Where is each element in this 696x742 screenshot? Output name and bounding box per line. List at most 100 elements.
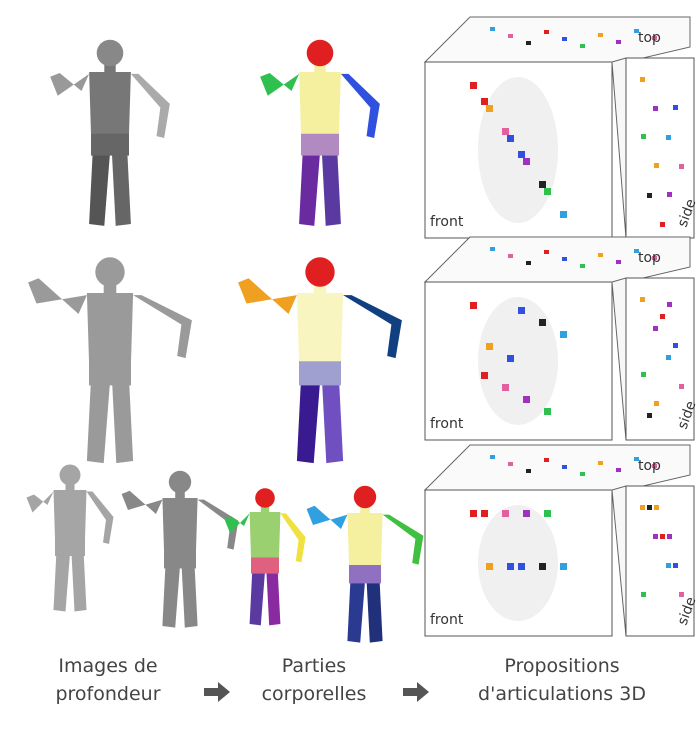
head [305, 257, 334, 286]
leg [54, 550, 71, 612]
joint [544, 408, 551, 415]
arm [50, 73, 89, 96]
joint [667, 192, 672, 197]
person [122, 471, 239, 628]
arrow [204, 682, 230, 702]
caption: Propositions [504, 655, 619, 677]
joint [667, 302, 672, 307]
joint [647, 505, 652, 510]
joint [560, 563, 567, 570]
joint [598, 461, 603, 465]
person [260, 40, 380, 226]
joint [486, 105, 493, 112]
joint [580, 44, 585, 48]
ghost-body [478, 297, 558, 425]
joint [562, 465, 567, 469]
joint [526, 469, 531, 473]
torso [89, 72, 131, 134]
leg [250, 568, 265, 625]
joint [616, 260, 621, 264]
joint [560, 331, 567, 338]
joint [470, 510, 477, 517]
joint [507, 135, 514, 142]
joint [523, 158, 530, 165]
joint [616, 40, 621, 44]
joint [544, 510, 551, 517]
joint [470, 82, 477, 89]
joint [654, 505, 659, 510]
leg [266, 568, 280, 625]
leg [182, 562, 198, 628]
head [169, 471, 191, 493]
leg [297, 377, 320, 463]
joint [673, 343, 678, 348]
joint [490, 27, 495, 31]
joint [660, 222, 665, 227]
leg [322, 148, 341, 226]
joint [560, 211, 567, 218]
top-label: top [638, 458, 661, 474]
leg [367, 577, 383, 643]
joint [679, 164, 684, 169]
joint [647, 193, 652, 198]
caption: Images de [58, 655, 157, 677]
leg [87, 377, 110, 463]
person [50, 40, 170, 226]
figure: Images de profondeur Parties corporelles… [0, 0, 696, 738]
person [238, 257, 402, 463]
arrow [403, 682, 429, 702]
joint [580, 264, 585, 268]
joint [666, 563, 671, 568]
joint [640, 297, 645, 302]
arm [28, 278, 87, 314]
joint [673, 563, 678, 568]
arm [260, 73, 299, 96]
joint [616, 468, 621, 472]
joint [502, 128, 509, 135]
joint [666, 355, 671, 360]
torso [297, 293, 343, 361]
head [354, 486, 376, 508]
caption: d'articulations 3D [478, 683, 646, 705]
arm [343, 295, 402, 358]
torso [299, 72, 341, 134]
caption: profondeur [55, 683, 160, 705]
leg [112, 148, 131, 226]
joint [654, 163, 659, 168]
joint [486, 563, 493, 570]
person [27, 465, 114, 612]
joint [580, 472, 585, 476]
front-label: front [430, 214, 464, 230]
joint [666, 135, 671, 140]
joint [481, 98, 488, 105]
torso [54, 490, 87, 539]
joint [523, 510, 530, 517]
leg [89, 148, 110, 226]
arm [307, 506, 348, 529]
joint [654, 401, 659, 406]
joint [647, 413, 652, 418]
joint [481, 510, 488, 517]
joint [539, 319, 546, 326]
head [255, 488, 275, 508]
joint [508, 34, 513, 38]
joint [641, 134, 646, 139]
leg [322, 377, 343, 463]
person [28, 257, 192, 463]
joint [598, 33, 603, 37]
joint [490, 455, 495, 459]
joint [679, 384, 684, 389]
joint [641, 592, 646, 597]
torso [347, 513, 382, 565]
joint [502, 510, 509, 517]
arm [27, 492, 54, 513]
joint [660, 534, 665, 539]
front-label: front [430, 416, 464, 432]
joint [507, 563, 514, 570]
joint [673, 105, 678, 110]
top-label: top [638, 250, 661, 266]
joint [544, 30, 549, 34]
joint [641, 372, 646, 377]
joint [490, 247, 495, 251]
joint [518, 307, 525, 314]
